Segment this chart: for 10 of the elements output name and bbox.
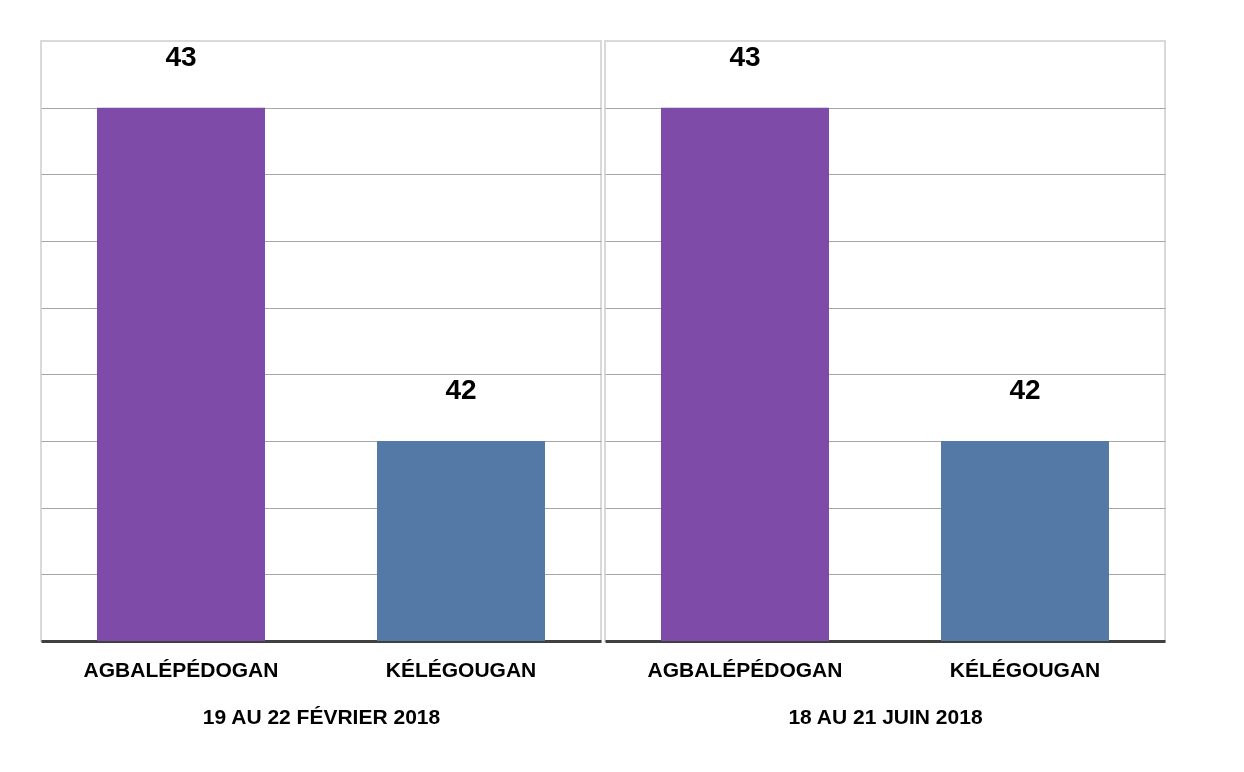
data-label: 43 <box>729 40 761 72</box>
data-label: 43 <box>165 40 197 72</box>
x-axis-title: 18 AU 21 JUIN 2018 <box>788 704 983 728</box>
x-tick-label: KÉLÉGOUGAN <box>385 657 537 681</box>
x-tick-label: AGBALÉPÉDOGAN <box>83 657 279 681</box>
x-tick-label: AGBALÉPÉDOGAN <box>647 657 843 681</box>
x-axis-title: 19 AU 22 FÉVRIER 2018 <box>202 704 441 728</box>
x-tick-label: KÉLÉGOUGAN <box>949 657 1101 681</box>
data-label: 42 <box>445 374 477 405</box>
data-label: 42 <box>1009 374 1041 405</box>
